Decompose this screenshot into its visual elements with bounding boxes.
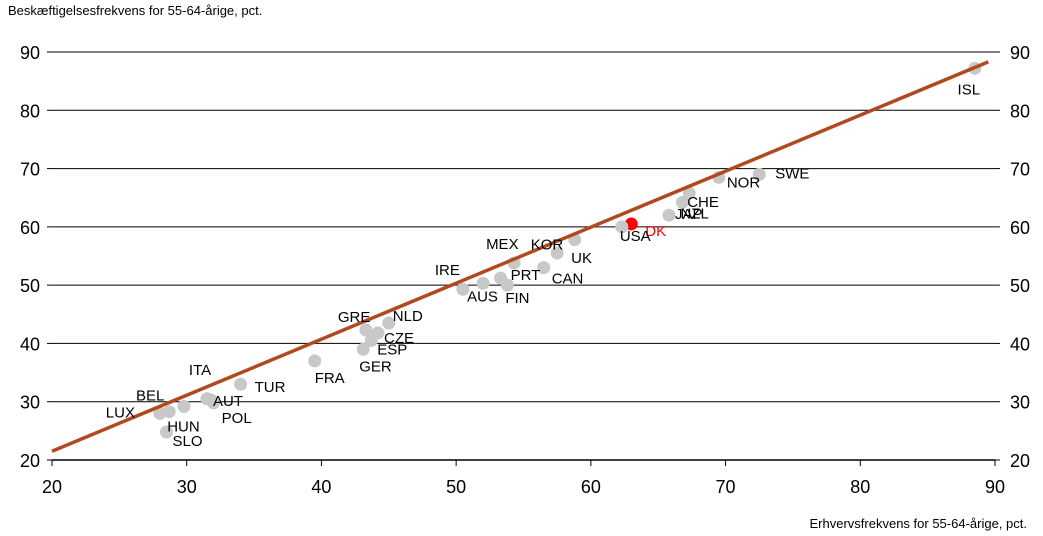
x-tick-label: 50 [446,477,466,497]
y-tick-label-right: 90 [1010,43,1030,63]
point-label-lux: LUX [106,404,135,421]
data-point-uk [550,246,564,260]
data-point-bel [177,399,191,413]
data-points [153,61,982,439]
data-point-fra [308,354,322,368]
y-tick-label-left: 70 [20,160,40,180]
point-label-tur: TUR [255,379,286,396]
point-label-kor: KOR [531,237,564,254]
data-point-ire [456,282,470,296]
x-tick-label: 70 [716,477,736,497]
point-label-pol: POL [222,410,252,427]
data-point-usa [615,220,629,234]
point-label-hun: HUN [167,419,200,436]
data-point-nld [382,316,396,330]
x-tick-label: 30 [177,477,197,497]
point-label-can: CAN [552,271,584,288]
point-label-gre: GRE [338,309,371,326]
x-tick-label: 40 [311,477,331,497]
data-point-ger [356,342,370,356]
y-tick-label-right: 60 [1010,218,1030,238]
data-point-slo [160,425,174,439]
point-label-nzl: NZL [680,205,708,222]
point-label-fin: FIN [505,290,529,307]
x-tick-label: 60 [581,477,601,497]
y-axis-title: Beskæftigelsesfrekvens for 55-64-årige, … [8,3,263,18]
point-label-che: CHE [687,194,719,211]
y-tick-label-right: 70 [1010,160,1030,180]
trendline-group [51,60,989,453]
data-point-can [537,261,551,275]
y-tick-label-left: 40 [20,334,40,354]
point-label-prt: PRT [511,267,541,284]
point-label-ire: IRE [435,262,460,279]
point-label-swe: SWE [775,165,809,182]
data-point-pol [207,396,221,410]
point-label-jap: JAP [675,206,703,223]
x-tick-label: 90 [985,477,1005,497]
y-tick-label-left: 60 [20,218,40,238]
data-point-gre [359,323,373,337]
data-point-jap [662,208,676,222]
x-tick-label: 20 [42,477,62,497]
y-tick-label-right: 40 [1010,334,1030,354]
y-tick-label-right: 20 [1010,451,1030,471]
y-tick-label-right: 30 [1010,393,1030,413]
data-point-che [682,186,696,200]
x-tick-label: 80 [850,477,870,497]
y-tick-label-left: 80 [20,101,40,121]
y-tick-label-left: 90 [20,43,40,63]
gridlines [52,51,995,403]
data-point-tur [234,377,248,391]
data-point-aus [476,276,490,290]
point-label-slo: SLO [173,433,203,450]
point-label-ger: GER [359,358,392,375]
point-label-cze: CZE [384,330,414,347]
x-axis-title: Erhvervsfrekvens for 55-64-årige, pct. [809,516,1027,531]
data-point-lux [153,406,167,420]
trendline [51,60,989,453]
point-label-esp: ESP [377,342,407,359]
point-label-bel: BEL [136,387,164,404]
y-tick-label-right: 80 [1010,101,1030,121]
point-label-fra: FRA [315,370,345,387]
y-tick-label-left: 30 [20,393,40,413]
point-label-mex: MEX [486,236,519,253]
point-label-dk: DK [645,223,666,240]
point-label-nor: NOR [727,174,761,191]
point-label-usa: USA [620,228,651,245]
y-tick-label-left: 50 [20,276,40,296]
data-point-fin [500,278,514,292]
point-label-uk: UK [571,250,592,267]
point-label-nld: NLD [393,308,423,325]
data-point-swe [752,167,766,181]
y-tick-label-right: 50 [1010,276,1030,296]
data-point-nzl [675,195,689,209]
point-label-isl: ISL [958,81,981,98]
point-label-aut: AUT [213,393,243,410]
data-point-esp [364,334,378,348]
point-label-ita: ITA [189,362,211,379]
point-label-aus: AUS [467,288,498,305]
y-tick-label-left: 20 [20,451,40,471]
